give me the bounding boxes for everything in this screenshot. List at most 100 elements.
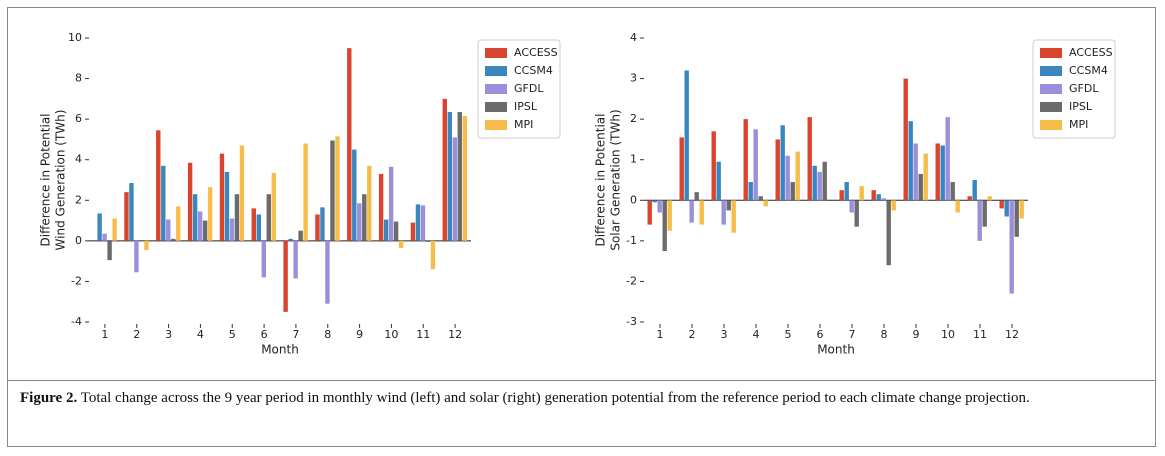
legend-label: CCSM4: [514, 64, 553, 77]
legend-swatch: [485, 102, 507, 112]
x-tick-label: 10: [941, 328, 955, 341]
bar: [977, 200, 982, 241]
bar: [357, 203, 362, 241]
bar: [261, 240, 266, 278]
y-tick-label: -2: [626, 274, 637, 287]
bar: [393, 221, 399, 241]
x-tick-label: 12: [1005, 328, 1019, 341]
bar: [224, 171, 230, 241]
bar: [229, 218, 235, 241]
bar: [1004, 200, 1009, 217]
bar: [197, 211, 203, 241]
legend-swatch: [485, 66, 507, 76]
bar: [647, 200, 652, 225]
bar: [462, 116, 467, 241]
legend-label: IPSL: [1069, 100, 1093, 113]
legend-label: CCSM4: [1069, 64, 1108, 77]
bar: [780, 125, 785, 201]
bar: [202, 220, 208, 241]
x-tick-label: 10: [384, 328, 398, 341]
bar: [721, 200, 726, 225]
caption: Figure 2. Total change across the 9 year…: [20, 388, 1130, 408]
bar: [812, 165, 817, 201]
bar: [425, 240, 431, 242]
bar: [378, 173, 384, 241]
bar: [156, 130, 161, 241]
x-tick-label: 3: [165, 328, 172, 341]
bar: [383, 219, 389, 241]
legend-box: [1032, 39, 1116, 139]
bar: [325, 240, 330, 304]
legend-label: ACCESS: [514, 46, 558, 59]
bar: [753, 129, 758, 201]
bar: [982, 200, 987, 227]
bar: [822, 161, 827, 201]
y-tick-label: 0: [75, 234, 82, 247]
bar: [876, 194, 881, 201]
bar: [908, 121, 913, 201]
bar: [923, 153, 928, 201]
bar: [694, 192, 699, 201]
y-tick-label: 4: [75, 153, 82, 166]
bar: [716, 161, 721, 201]
x-tick-label: 9: [913, 328, 920, 341]
bar: [166, 219, 171, 241]
bar: [251, 208, 256, 241]
y-tick-label: 10: [68, 31, 82, 44]
bar: [187, 162, 193, 241]
bar: [457, 112, 462, 241]
bar: [886, 200, 891, 266]
bar: [388, 166, 394, 241]
x-tick-label: 8: [324, 328, 331, 341]
bar: [839, 190, 844, 201]
bar: [347, 48, 352, 241]
x-tick-label: 3: [721, 328, 728, 341]
x-tick-label: 6: [817, 328, 824, 341]
x-tick-label: 11: [416, 328, 430, 341]
bar: [320, 207, 325, 241]
bar: [335, 136, 340, 241]
bar: [352, 149, 357, 241]
x-tick-label: 12: [448, 328, 462, 341]
y-tick-label: 2: [75, 193, 82, 206]
y-tick-label: 4: [630, 31, 637, 44]
bar: [940, 145, 945, 201]
bar: [288, 238, 293, 241]
legend-label: MPI: [514, 118, 533, 131]
x-tick-label: 1: [657, 328, 664, 341]
legend-label: GFDL: [514, 82, 544, 95]
bar: [442, 98, 447, 241]
legend-swatch: [1040, 102, 1062, 112]
figure-frame: [7, 7, 1156, 447]
bar: [129, 183, 134, 241]
bar: [447, 112, 452, 241]
x-tick-label: 5: [229, 328, 236, 341]
bar: [726, 200, 731, 211]
x-tick-label: 2: [689, 328, 696, 341]
bar: [807, 117, 812, 201]
legend-label: GFDL: [1069, 82, 1099, 95]
bar: [161, 165, 166, 241]
bar: [662, 200, 667, 251]
bar: [657, 200, 662, 213]
bar: [652, 200, 657, 203]
bar: [679, 137, 684, 201]
bar: [918, 173, 923, 201]
bar: [430, 240, 436, 270]
bar: [871, 190, 876, 201]
bar: [134, 240, 139, 273]
bar: [303, 143, 308, 241]
bar: [903, 78, 908, 201]
legend-swatch: [485, 48, 507, 58]
bar: [124, 192, 129, 241]
bar: [795, 151, 800, 201]
y-tick-label: -4: [71, 315, 82, 328]
bar: [758, 196, 763, 201]
legend-swatch: [485, 84, 507, 94]
x-tick-label: 6: [261, 328, 268, 341]
y-axis-label: Difference in Potential: [39, 113, 53, 246]
bar: [271, 172, 276, 241]
bar: [854, 200, 859, 227]
legend-label: ACCESS: [1069, 46, 1113, 59]
